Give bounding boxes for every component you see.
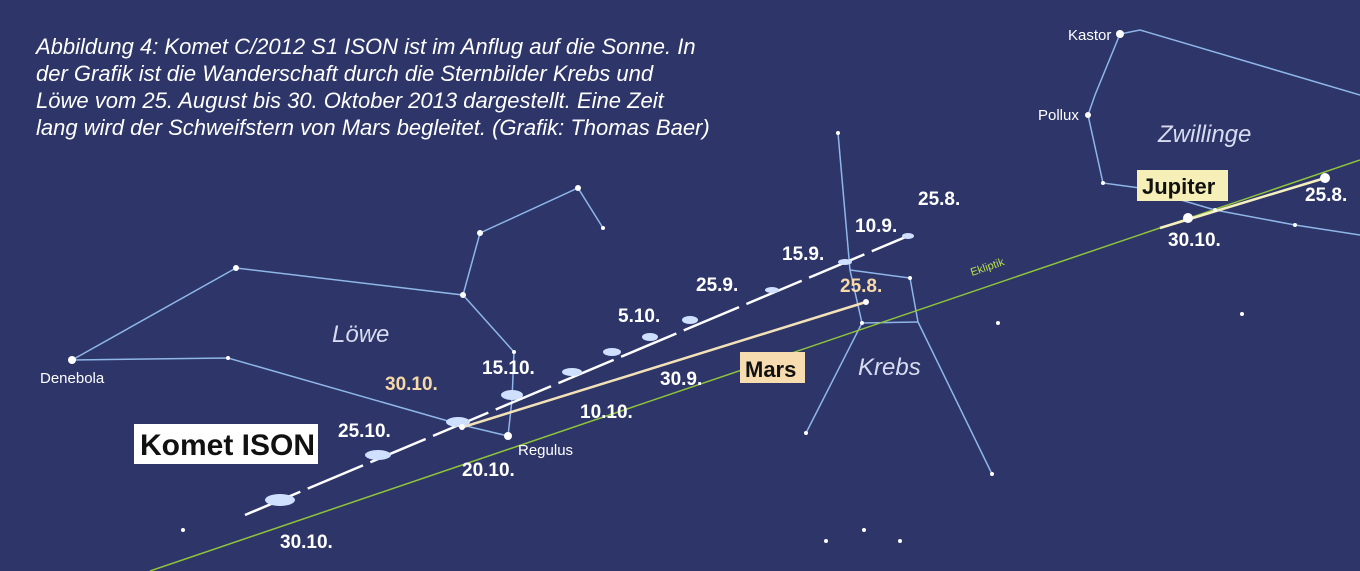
date-label: 30.10. — [280, 532, 333, 553]
date-label: 10.10. — [580, 402, 633, 423]
star-label: Pollux — [1038, 107, 1079, 124]
star-label: Denebola — [40, 370, 105, 387]
caption-line: der Grafik ist die Wanderschaft durch di… — [36, 61, 654, 86]
comet-positions — [265, 233, 914, 506]
caption-line: Abbildung 4: Komet C/2012 S1 ISON ist im… — [34, 34, 696, 59]
mars-label-box — [740, 352, 805, 383]
mars-path — [459, 300, 867, 430]
date-label: 20.10. — [462, 460, 515, 481]
date-label: 15.10. — [482, 358, 535, 379]
date-label: 25.10. — [338, 421, 391, 442]
date-label: 10.9. — [855, 216, 897, 237]
date-label: 25.8. — [1305, 185, 1347, 206]
star-label: Kastor — [1068, 27, 1111, 44]
constellation-lines — [71, 29, 1360, 475]
comet-label-box — [134, 424, 318, 464]
date-label: 30.10. — [1168, 230, 1221, 251]
date-label: 5.10. — [618, 306, 660, 327]
constellation-label: Zwillinge — [1157, 121, 1251, 148]
date-label: 25.8. — [840, 276, 882, 297]
stars — [68, 30, 1330, 543]
comet-label: Komet ISON — [140, 429, 315, 462]
constellation-label: Löwe — [332, 321, 389, 348]
caption: Abbildung 4: Komet C/2012 S1 ISON ist im… — [34, 34, 710, 140]
date-label: 15.9. — [782, 244, 824, 265]
comet-date-labels: 25.8. 10.9. 15.9. 25.9. 30.9. 5.10. 10.1… — [280, 189, 960, 553]
date-label: 25.9. — [696, 275, 738, 296]
date-label: 25.8. — [918, 189, 960, 210]
mars-label: Mars — [745, 357, 796, 382]
date-label: 30.10. — [385, 374, 438, 395]
caption-line: lang wird der Schweifstern von Mars begl… — [36, 115, 710, 140]
caption-line: Löwe vom 25. August bis 30. Oktober 2013… — [36, 88, 665, 113]
constellation-label: Krebs — [858, 354, 921, 381]
star-label: Regulus — [518, 442, 573, 459]
jupiter-label: Jupiter — [1142, 174, 1216, 199]
date-label: 30.9. — [660, 369, 702, 390]
jupiter-label-box — [1137, 170, 1228, 201]
